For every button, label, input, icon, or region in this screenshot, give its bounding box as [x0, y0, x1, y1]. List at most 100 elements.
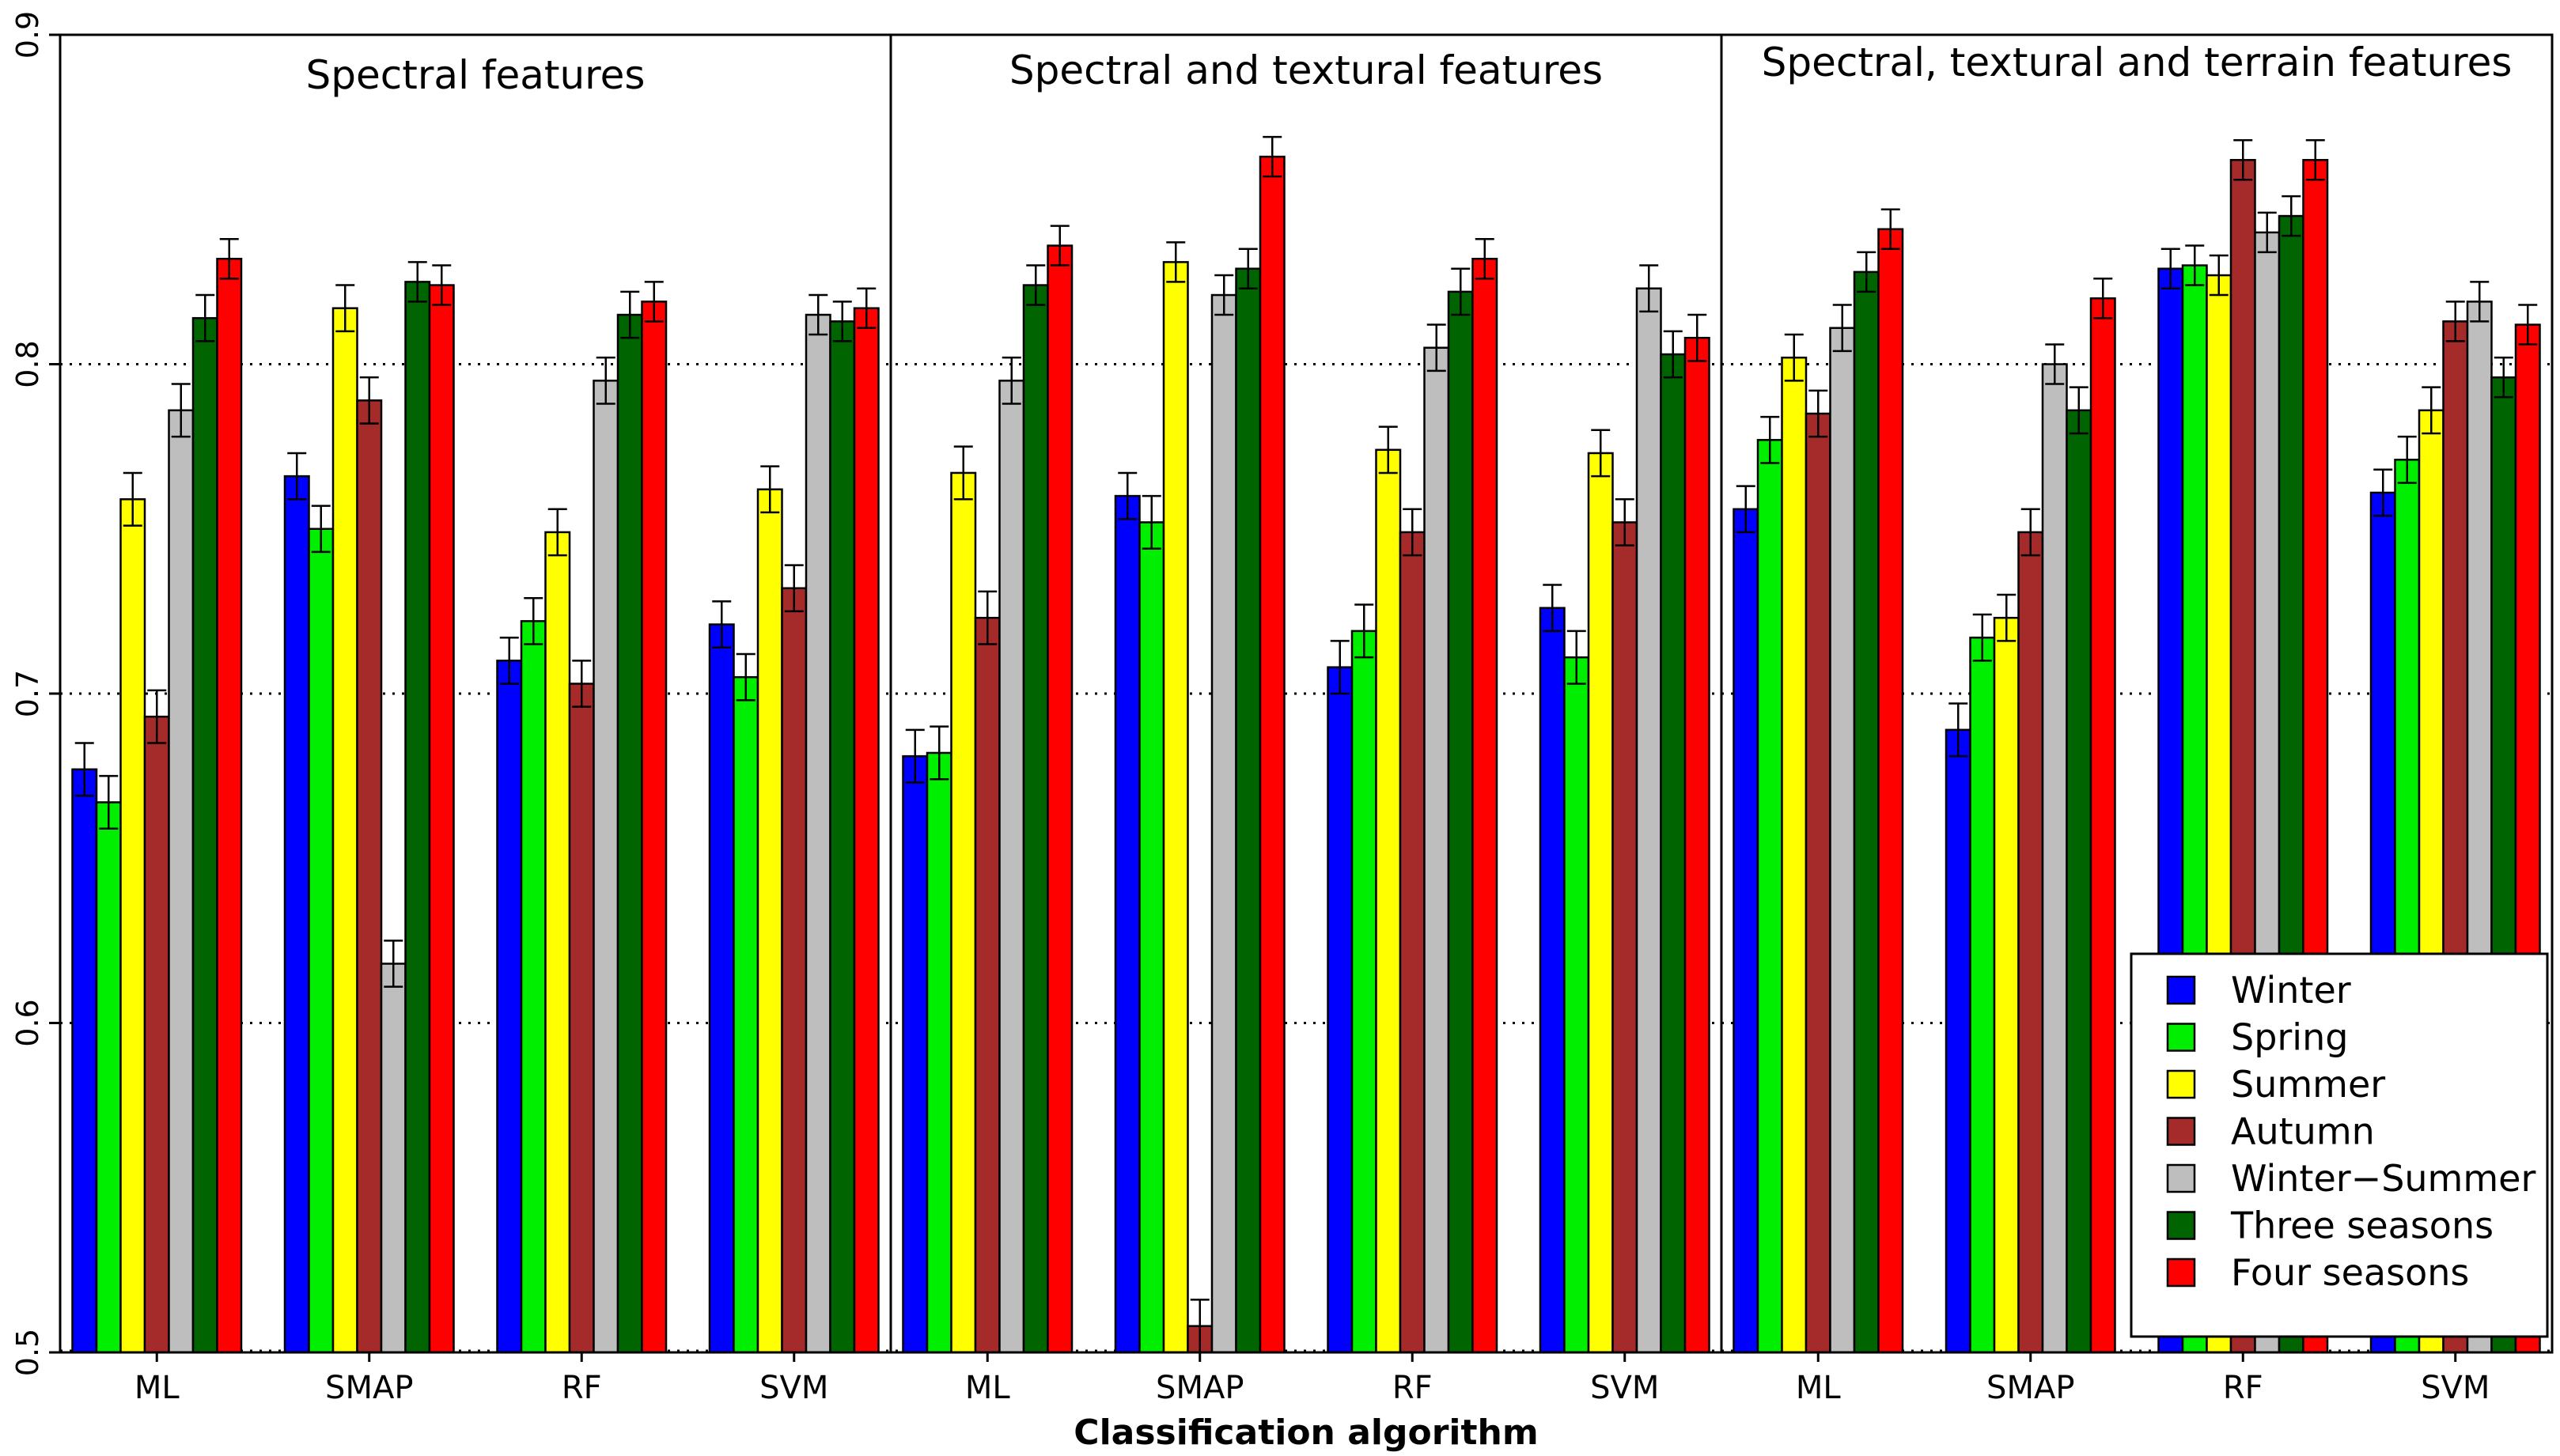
bar: [1993, 616, 2020, 1354]
x-tick-label: SVM: [2421, 1370, 2490, 1406]
bar: [781, 587, 808, 1354]
panel-title: Spectral features: [306, 52, 646, 98]
bar: [331, 307, 358, 1354]
bar: [119, 498, 146, 1354]
x-tick-label: RF: [1392, 1370, 1433, 1406]
bar: [950, 471, 977, 1354]
bar: [496, 660, 523, 1354]
bar: [1877, 228, 1904, 1354]
bar: [974, 616, 1001, 1354]
legend-label: Winter−Summer: [2231, 1157, 2535, 1200]
legend-label: Spring: [2231, 1016, 2348, 1059]
bar: [1423, 346, 1450, 1354]
bar: [308, 528, 335, 1354]
bar: [568, 683, 595, 1354]
bar: [2089, 297, 2116, 1354]
bar: [216, 257, 243, 1354]
bar: [1399, 531, 1426, 1354]
bar: [1853, 270, 1880, 1354]
legend-swatch: [2166, 1069, 2196, 1099]
bar: [2041, 363, 2068, 1354]
bar: [1138, 521, 1165, 1354]
bar: [853, 307, 880, 1354]
bar: [1375, 448, 1402, 1354]
panel-title: Spectral and textural features: [1009, 47, 1603, 93]
bar: [2017, 531, 2044, 1354]
bar: [1969, 636, 1996, 1354]
legend-label: Four seasons: [2231, 1251, 2469, 1294]
legend-swatch: [2166, 975, 2196, 1005]
x-axis-label: Classification algorithm: [1074, 1413, 1538, 1453]
bar: [805, 313, 831, 1354]
bar: [1210, 293, 1237, 1354]
plot-border: [59, 33, 2554, 1354]
bar: [1563, 656, 1590, 1354]
bar: [708, 623, 735, 1354]
bar: [1539, 607, 1566, 1354]
legend-label: Autumn: [2231, 1110, 2375, 1153]
bar: [1350, 630, 1377, 1354]
bar: [1804, 412, 1831, 1354]
bar: [191, 316, 218, 1354]
bar: [1781, 356, 1808, 1354]
legend-box: [2130, 952, 2549, 1338]
bar: [380, 962, 407, 1354]
bar: [1587, 452, 1614, 1354]
bar: [926, 751, 952, 1354]
bar: [1683, 336, 1710, 1354]
bar: [428, 284, 455, 1354]
bar: [168, 409, 195, 1354]
bar: [520, 620, 547, 1354]
legend-swatch: [2166, 1163, 2196, 1193]
x-tick-label: ML: [1796, 1370, 1842, 1406]
bar: [902, 754, 929, 1354]
bar: [544, 531, 571, 1354]
y-tick-label: 0.6: [10, 999, 45, 1046]
y-tick-label: 0.8: [10, 340, 45, 388]
y-tick-label: 0.5: [10, 1329, 45, 1376]
bar: [2066, 409, 2092, 1354]
legend-label: Winter: [2231, 969, 2351, 1012]
bar: [1471, 257, 1498, 1354]
plot-frame: [49, 33, 2554, 1362]
legend-swatch: [2166, 1023, 2196, 1052]
x-tick-label: SVM: [1590, 1370, 1659, 1406]
legend-label: Three seasons: [2230, 1205, 2494, 1247]
x-tick-label: ML: [965, 1370, 1011, 1406]
bar: [143, 715, 170, 1354]
bar: [756, 488, 783, 1354]
bar: [733, 675, 759, 1354]
bar: [1327, 666, 1354, 1354]
legend-label: Summer: [2231, 1063, 2385, 1106]
legend-swatch: [2166, 1211, 2196, 1240]
bar: [95, 801, 122, 1354]
bar: [1945, 728, 1971, 1354]
bar: [616, 313, 643, 1354]
bar: [593, 380, 619, 1354]
bar: [71, 768, 98, 1354]
x-tick-label: RF: [562, 1370, 602, 1406]
bar: [998, 380, 1025, 1354]
x-tick-label: RF: [2223, 1370, 2263, 1406]
bar: [404, 281, 431, 1354]
x-tick-label: SMAP: [325, 1370, 413, 1406]
bar: [1660, 353, 1687, 1354]
bar: [1829, 327, 1856, 1354]
bar: [1635, 287, 1662, 1354]
legend-swatch: [2166, 1257, 2196, 1288]
bar: [1611, 521, 1638, 1354]
x-tick-label: SMAP: [1986, 1370, 2074, 1406]
bar: [356, 399, 383, 1354]
bar: [283, 475, 310, 1354]
legend-swatch: [2166, 1117, 2196, 1146]
y-tick-label: 0.9: [10, 11, 45, 59]
x-tick-label: ML: [134, 1370, 180, 1406]
bar: [1047, 244, 1074, 1354]
bar: [1259, 155, 1286, 1354]
panel-title: Spectral, textural and terrain features: [1762, 40, 2513, 85]
y-tick-label: 0.7: [10, 670, 45, 717]
bar: [1162, 261, 1189, 1354]
labels: 0.5 0.6 0.7 0.8 0.9 ML SMAP RF SVM Spectral featu…: [10, 11, 2512, 1453]
bar: [1733, 508, 1759, 1354]
